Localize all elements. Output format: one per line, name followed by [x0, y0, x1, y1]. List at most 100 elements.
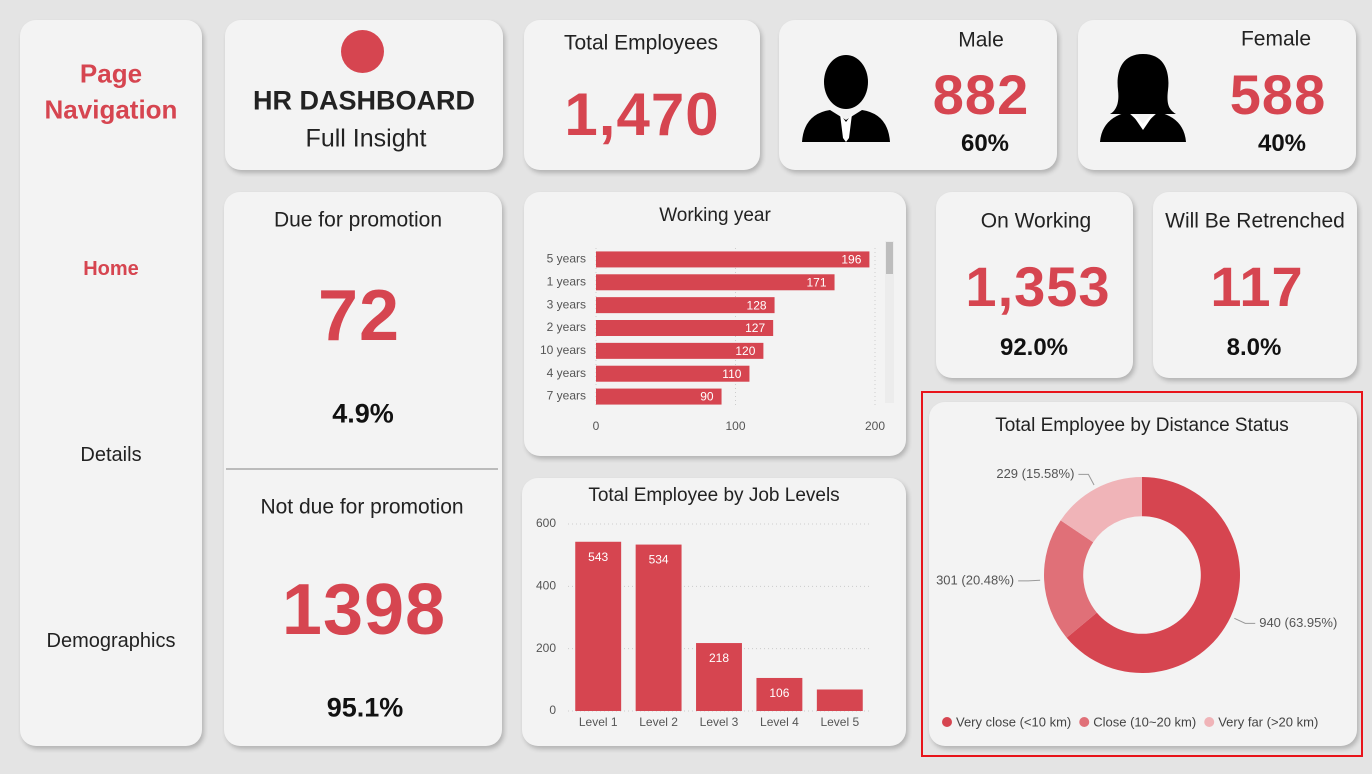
kpi-share: 60% — [960, 130, 1010, 157]
header-subtitle: Full Insight — [305, 124, 427, 153]
leader-line — [1018, 579, 1041, 582]
y-tick-label: 200 — [536, 641, 556, 655]
leader-line — [1234, 617, 1256, 624]
y-tick-label: 7 years — [547, 389, 586, 403]
kpi-label: Male — [958, 28, 1004, 52]
kpi-value: 117 — [1210, 255, 1304, 318]
kpi-share: 95.1% — [326, 692, 404, 723]
data-label: 171 — [807, 275, 827, 289]
pie-slice — [1044, 520, 1097, 638]
y-tick-label: 400 — [536, 579, 556, 593]
legend-swatch — [1079, 717, 1090, 727]
data-label: 127 — [745, 321, 765, 335]
kpi-card — [524, 20, 760, 170]
nav-item[interactable]: Demographics — [46, 630, 176, 652]
bar — [596, 365, 750, 382]
kpi-share: 8.0% — [1226, 334, 1282, 361]
kpi-share: 4.9% — [332, 398, 394, 429]
male-icon — [802, 55, 890, 142]
kpi-card — [779, 20, 1057, 170]
female-icon — [1100, 54, 1186, 142]
kpi-label: Due for promotion — [273, 208, 443, 232]
bar — [596, 320, 774, 336]
x-tick-label: 200 — [865, 419, 885, 433]
y-tick-label: 4 years — [547, 366, 586, 380]
bar — [756, 677, 803, 711]
data-label: 543 — [588, 550, 608, 564]
chart-title: Total Employee by Job Levels — [588, 485, 839, 506]
data-label: 106 — [769, 686, 789, 700]
x-tick-label: Level 4 — [760, 715, 799, 729]
kpi-share: 40% — [1257, 130, 1307, 157]
kpi-label: Female — [1240, 27, 1312, 51]
highlight-box — [921, 391, 1363, 757]
y-tick-label: 600 — [536, 516, 556, 530]
chart-title: Total Employee by Distance Status — [995, 415, 1289, 436]
x-tick-label: Level 2 — [639, 715, 678, 729]
scrollbar-track — [885, 241, 894, 403]
data-label: 196 — [841, 253, 861, 267]
divider — [226, 468, 498, 470]
legend-label: Very close (<10 km) — [956, 714, 1071, 729]
y-tick-label: 0 — [549, 703, 556, 717]
nav-panel — [20, 20, 202, 746]
data-label: 229 (15.58%) — [996, 466, 1074, 481]
kpi-value: 1398 — [281, 570, 447, 650]
bar — [596, 297, 775, 314]
y-tick-label: 10 years — [540, 343, 586, 357]
x-tick-label: 0 — [593, 419, 600, 433]
kpi-value: 72 — [317, 276, 401, 356]
bar — [575, 541, 622, 711]
nav-item[interactable]: Details — [80, 444, 142, 466]
x-tick-label: Level 5 — [820, 715, 859, 729]
data-label: 110 — [722, 367, 741, 381]
kpi-value: 882 — [932, 63, 1030, 126]
nav-title: Page Navigation — [44, 58, 178, 125]
bar — [596, 388, 722, 405]
legend-swatch — [942, 717, 952, 727]
y-tick-label: 2 years — [547, 320, 586, 334]
logo — [341, 30, 384, 73]
data-label: 534 — [649, 553, 669, 567]
x-tick-label: Level 1 — [579, 715, 618, 729]
x-tick-label: Level 3 — [700, 715, 739, 729]
scrollbar-thumb[interactable] — [886, 242, 893, 274]
kpi-share: 92.0% — [999, 334, 1069, 361]
data-label: 120 — [735, 344, 755, 358]
data-label: 940 (63.95%) — [1259, 615, 1337, 630]
legend-swatch — [1204, 717, 1215, 727]
bar — [596, 251, 870, 268]
data-label: 90 — [700, 390, 714, 404]
nav-item[interactable]: Home — [83, 258, 139, 280]
x-tick-label: 100 — [725, 419, 745, 433]
header-title: HR DASHBOARD — [253, 85, 475, 116]
pie-slice — [1060, 477, 1142, 543]
kpi-label: On Working — [980, 209, 1092, 233]
kpi-label: Not due for promotion — [260, 495, 464, 519]
legend-label: Close (10~20 km) — [1093, 714, 1196, 729]
chart-card — [929, 402, 1357, 746]
data-label: 128 — [747, 298, 767, 312]
bar — [596, 342, 764, 359]
pie-slice — [1066, 477, 1241, 673]
kpi-card — [936, 192, 1133, 378]
y-tick-label: 3 years — [547, 297, 586, 311]
data-label: 218 — [709, 651, 729, 665]
kpi-value: 1,353 — [965, 255, 1111, 318]
bar — [596, 274, 835, 291]
data-label: 301 (20.48%) — [936, 572, 1014, 587]
kpi-value: 588 — [1229, 63, 1327, 126]
kpi-card — [1153, 192, 1357, 378]
kpi-value: 1,470 — [564, 81, 720, 148]
bar — [696, 643, 742, 711]
chart-title: Working year — [659, 205, 771, 226]
y-tick-label: 1 years — [547, 274, 586, 288]
legend-label: Very far (>20 km) — [1218, 714, 1318, 729]
bar — [635, 544, 682, 711]
leader-line — [1078, 473, 1095, 486]
bar — [816, 689, 863, 711]
kpi-label: Will Be Retrenched — [1165, 209, 1345, 233]
y-tick-label: 5 years — [547, 252, 586, 266]
